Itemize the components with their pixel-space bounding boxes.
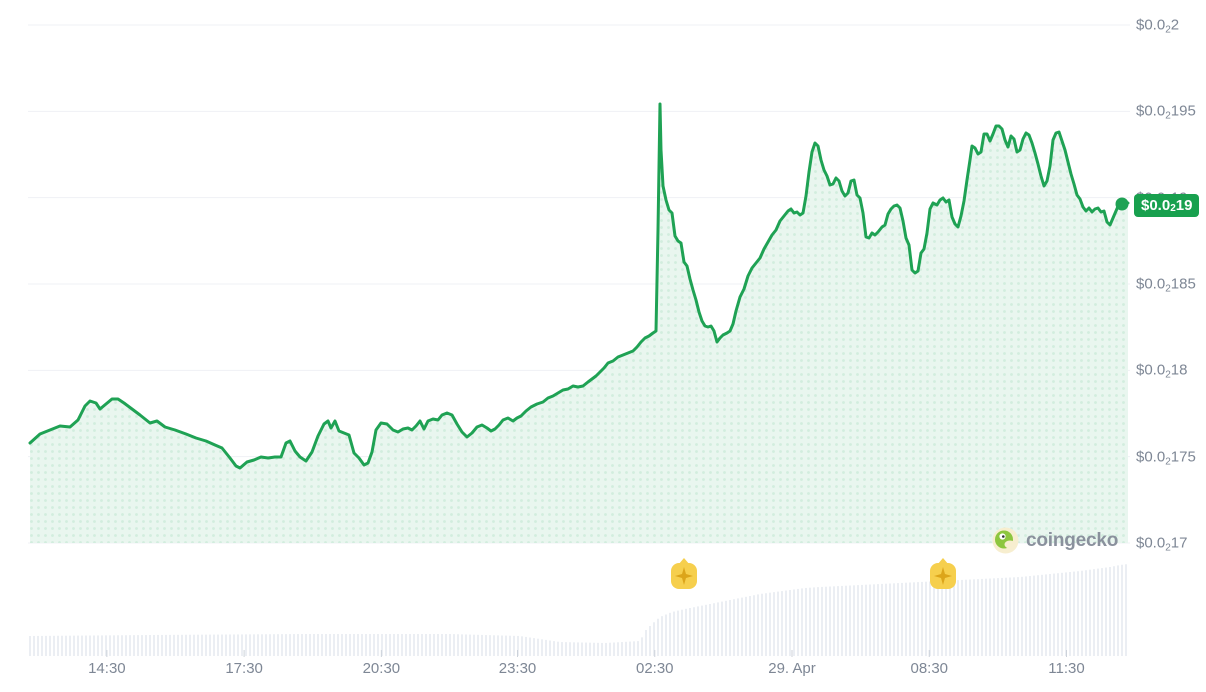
y-axis-tick-label: $0.02185 — [1136, 275, 1196, 295]
sparkle-star-icon — [934, 567, 952, 585]
price-endpoint-dot — [1115, 197, 1129, 211]
marker-pointer — [937, 558, 949, 565]
x-axis-tick-label: 08:30 — [910, 660, 949, 677]
y-axis-tick-label: $0.0217 — [1136, 534, 1188, 554]
badge-price-suffix: 19 — [1175, 197, 1193, 214]
y-axis-tick-label: $0.02195 — [1136, 102, 1196, 122]
x-axis-tick-label: 23:30 — [498, 660, 537, 677]
price-area-fill — [30, 104, 1128, 543]
x-axis-tick-label: 17:30 — [225, 660, 263, 677]
volume-bars — [29, 564, 1127, 656]
x-axis-ticks — [106, 650, 1068, 657]
badge-price-subscript: 2 — [1170, 203, 1176, 214]
sparkle-star-icon — [675, 567, 693, 585]
event-marker-icon[interactable] — [671, 558, 697, 589]
x-axis-tick-label: 02:30 — [635, 660, 674, 677]
badge-price-prefix: $0.0 — [1141, 197, 1171, 214]
watermark-text: coingecko — [1026, 529, 1119, 551]
x-axis-tick-label: 11:30 — [1048, 660, 1085, 677]
y-axis-tick-label: $0.0218 — [1136, 361, 1188, 381]
x-axis-tick-label: 20:30 — [362, 660, 401, 677]
coingecko-watermark: coingecko — [992, 527, 1118, 554]
y-axis-tick-label: $0.022 — [1136, 16, 1180, 36]
current-price-badge: $0.0 2 19 — [1134, 194, 1200, 217]
x-axis-tick-label: 29. Apr — [768, 660, 816, 677]
y-axis-tick-label: $0.02175 — [1136, 448, 1196, 468]
marker-pointer — [678, 558, 690, 565]
event-marker-icon[interactable] — [930, 558, 956, 589]
x-axis-tick-label: 14:30 — [88, 660, 126, 677]
price-line — [28, 102, 1130, 470]
coingecko-logo-icon — [992, 527, 1019, 554]
